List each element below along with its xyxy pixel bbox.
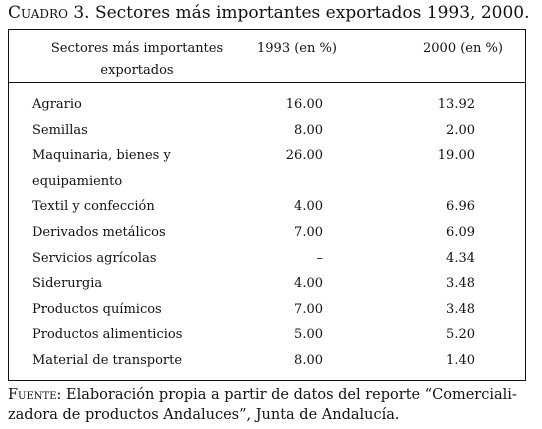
data-table: Sectores más importantes exportados 1993… bbox=[8, 29, 526, 381]
footnote-text: Elaboración propia a partir de datos del… bbox=[8, 387, 517, 423]
value-2000: 3.48 bbox=[446, 276, 475, 292]
value-1993: 5.00 bbox=[294, 327, 323, 343]
value-1993: 7.00 bbox=[294, 225, 323, 240]
value-1993: 26.00 bbox=[285, 148, 323, 164]
row-label: Agrario bbox=[32, 97, 82, 112]
value-2000: 13.92 bbox=[437, 97, 475, 112]
value-1993: 4.00 bbox=[294, 199, 323, 215]
row-label: Maquinaria, bienes y bbox=[32, 148, 171, 164]
value-2000: 6.09 bbox=[446, 225, 475, 240]
header-sectors-line2: exportados bbox=[100, 63, 174, 78]
value-1993: 4.00 bbox=[294, 276, 323, 292]
row-label: Derivados metálicos bbox=[32, 225, 166, 240]
row-label: Productos químicos bbox=[32, 301, 162, 317]
caption-title: Sectores más importantes exportados 1993… bbox=[89, 3, 530, 23]
value-2000: 1.40 bbox=[446, 353, 475, 368]
row-label: Material de transporte bbox=[32, 353, 183, 368]
header-1993: 1993 (en %) bbox=[257, 41, 337, 56]
row-label: Siderurgia bbox=[32, 276, 103, 292]
value-1993: 8.00 bbox=[294, 353, 323, 368]
header-2000: 2000 (en %) bbox=[423, 41, 503, 56]
row-label: Productos alimenticios bbox=[32, 327, 183, 343]
row-label: Semillas bbox=[32, 122, 88, 138]
value-2000: 4.34 bbox=[446, 250, 475, 266]
row-label-continuation: equipamiento bbox=[32, 173, 123, 189]
value-2000: 19.00 bbox=[437, 148, 475, 164]
value-1993: 16.00 bbox=[285, 97, 323, 112]
row-label: Textil y confección bbox=[32, 199, 155, 215]
footnote-label: Fuente: bbox=[8, 387, 62, 403]
header-sectors-line1: Sectores más importantes bbox=[50, 41, 224, 56]
row-label: Servicios agrícolas bbox=[32, 250, 157, 266]
table-caption: Cuadro 3. Sectores más importantes expor… bbox=[8, 3, 530, 23]
header-divider bbox=[9, 82, 525, 83]
source-footnote: Fuente: Elaboración propia a partir de d… bbox=[8, 385, 528, 425]
value-2000: 2.00 bbox=[446, 122, 475, 138]
value-2000: 5.20 bbox=[446, 327, 475, 343]
value-1993: – bbox=[316, 250, 324, 266]
value-1993: 8.00 bbox=[294, 122, 323, 138]
value-2000: 3.48 bbox=[446, 301, 475, 317]
header-sectors: Sectores más importantes exportados bbox=[27, 38, 247, 82]
value-1993: 7.00 bbox=[294, 301, 323, 317]
caption-label: Cuadro 3. bbox=[8, 3, 90, 23]
value-2000: 6.96 bbox=[446, 199, 475, 215]
